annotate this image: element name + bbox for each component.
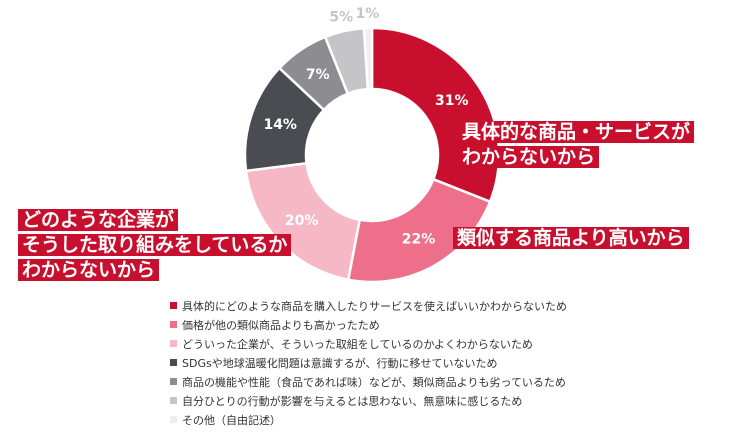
legend-item-4: SDGsや地球温暖化問題は意識するが、行動に移せていないため <box>170 354 567 373</box>
callout-first-line-1: 具体的な商品・サービスが <box>458 121 695 143</box>
legend-swatch-2 <box>170 321 177 328</box>
chart-legend: 具体的にどのような商品を購入したりサービスを使えばいいかわからないため 価格が他の… <box>170 297 567 430</box>
legend-swatch-1 <box>170 302 177 309</box>
donut-slice-7 <box>362 26 374 91</box>
callout-third-line-2: そうした取り組みをしているか <box>18 234 292 256</box>
callout-third: どのような企業が そうした取り組みをしているか わからないから <box>18 208 292 283</box>
legend-label-5: 商品の機能や性能（食品であれば味）などが、類似商品よりも劣っているため <box>182 376 566 389</box>
callout-second: 類似する商品より高いから <box>453 226 689 251</box>
slice-label-2: 22% <box>402 232 436 248</box>
slice-label-5: 7% <box>306 67 330 83</box>
slice-label-1: 31% <box>435 93 469 109</box>
legend-swatch-7 <box>170 416 177 423</box>
slice-label-4: 14% <box>263 117 297 133</box>
legend-label-4: SDGsや地球温暖化問題は意識するが、行動に移せていないため <box>182 357 498 370</box>
legend-swatch-3 <box>170 340 177 347</box>
legend-item-2: 価格が他の類似商品よりも高かったため <box>170 316 567 335</box>
callout-first: 具体的な商品・サービスが わからないから <box>458 120 695 170</box>
legend-label-1: 具体的にどのような商品を購入したりサービスを使えばいいかわからないため <box>182 300 567 313</box>
donut-slice-1 <box>370 26 501 204</box>
legend-item-6: 自分ひとりの行動が影響を与えるとは思わない、無意味に感じるため <box>170 392 567 411</box>
slice-label-6: 5% <box>329 9 353 25</box>
callout-third-line-3: わからないから <box>18 259 160 281</box>
legend-label-7: その他（自由記述） <box>182 414 281 427</box>
legend-item-1: 具体的にどのような商品を購入したりサービスを使えばいいかわからないため <box>170 297 567 316</box>
legend-item-5: 商品の機能や性能（食品であれば味）などが、類似商品よりも劣っているため <box>170 373 567 392</box>
slice-label-7: 1% <box>356 6 380 22</box>
legend-swatch-4 <box>170 359 177 366</box>
legend-item-7: その他（自由記述） <box>170 411 567 430</box>
legend-swatch-5 <box>170 378 177 385</box>
callout-second-line-1: 類似する商品より高いから <box>453 227 689 249</box>
callout-first-line-2: わからないから <box>458 146 600 168</box>
callout-third-line-1: どのような企業が <box>18 209 179 231</box>
slice-label-3: 20% <box>285 213 319 229</box>
legend-label-3: どういった企業が、そういった取組をしているのかよくわからないため <box>182 338 533 351</box>
legend-label-6: 自分ひとりの行動が影響を与えるとは思わない、無意味に感じるため <box>182 395 523 408</box>
legend-item-3: どういった企業が、そういった取組をしているのかよくわからないため <box>170 335 567 354</box>
legend-swatch-6 <box>170 397 177 404</box>
legend-label-2: 価格が他の類似商品よりも高かったため <box>182 319 380 332</box>
